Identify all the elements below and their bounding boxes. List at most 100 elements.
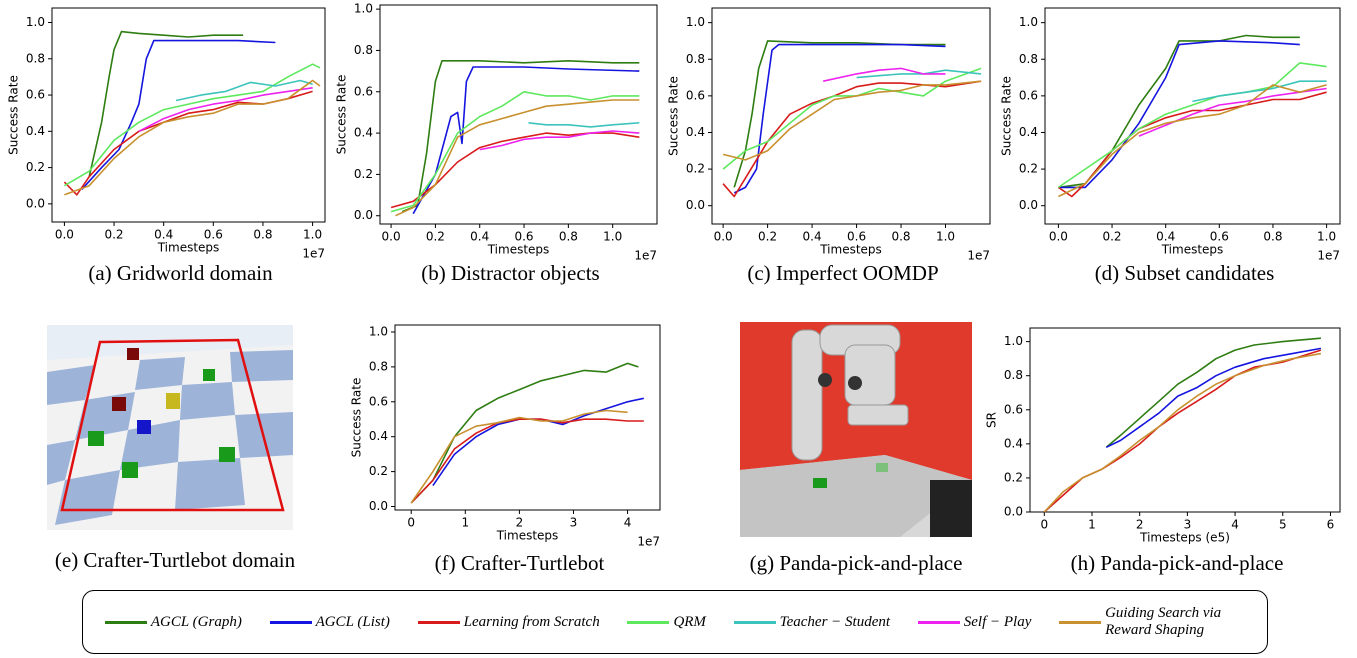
x-tick-label: 1.0 bbox=[936, 230, 955, 244]
y-tick-label: 0.0 bbox=[1004, 505, 1023, 519]
legend-label: AGCL (List) bbox=[315, 613, 390, 630]
x-tick-label: 2 bbox=[516, 516, 524, 530]
y-tick-label: 1.0 bbox=[26, 15, 45, 29]
caption: (e) Crafter-Turtlebot domain bbox=[55, 548, 296, 572]
legend-label: Teacher − Student bbox=[779, 613, 891, 630]
x-tick-label: 1 bbox=[461, 516, 469, 530]
legend-swatch bbox=[417, 620, 460, 624]
y-tick-label: 0.4 bbox=[26, 124, 45, 138]
x-tick-label: 0.2 bbox=[426, 230, 445, 244]
y-axis-label: SR bbox=[985, 412, 999, 428]
y-tick-label: 0.0 bbox=[26, 196, 45, 210]
x-tick-label: 0.2 bbox=[758, 230, 777, 244]
legend-swatch bbox=[627, 620, 670, 624]
y-tick-label: 1.0 bbox=[369, 324, 388, 338]
legend-label: AGCL (Graph) bbox=[150, 613, 242, 630]
y-tick-label: 0.0 bbox=[354, 208, 373, 222]
y-tick-label: 0.4 bbox=[1019, 125, 1038, 139]
series-line bbox=[81, 39, 276, 190]
legend-swatch bbox=[104, 620, 147, 624]
y-tick-label: 1.0 bbox=[1019, 15, 1038, 29]
crafter-turtlebot-image bbox=[47, 325, 293, 530]
y-tick-label: 0.2 bbox=[1004, 470, 1023, 484]
y-axis-label: Success Rate bbox=[7, 75, 21, 155]
legend-swatch bbox=[269, 620, 312, 624]
x-tick-label: 0.4 bbox=[803, 230, 822, 244]
series-line bbox=[722, 67, 982, 170]
x-tick-label: 0.6 bbox=[204, 228, 223, 242]
series-line bbox=[390, 91, 640, 213]
plot-frame bbox=[394, 324, 661, 511]
series-line bbox=[1043, 349, 1322, 513]
x-offset-label: 1e7 bbox=[637, 535, 660, 549]
series-line bbox=[823, 67, 946, 82]
y-tick-label: 0.2 bbox=[686, 162, 705, 176]
y-tick-label: 0.0 bbox=[369, 499, 388, 513]
y-tick-label: 0.0 bbox=[1019, 198, 1038, 212]
x-tick-label: 1.0 bbox=[303, 228, 322, 242]
legend: AGCL (Graph) AGCL (List) Learning from Scr… bbox=[82, 590, 1268, 654]
x-tick-label: 3 bbox=[1184, 518, 1192, 532]
series-line bbox=[401, 60, 640, 213]
series-line bbox=[1057, 62, 1327, 189]
y-tick-label: 0.6 bbox=[26, 88, 45, 102]
series-line bbox=[479, 130, 640, 151]
y-tick-label: 0.8 bbox=[686, 52, 705, 66]
x-tick-label: 1.0 bbox=[1317, 230, 1336, 244]
legend-item: Learning from Scratch bbox=[417, 614, 600, 631]
x-tick-label: 4 bbox=[624, 516, 632, 530]
legend-item: Guiding Search via Reward Shaping bbox=[1059, 605, 1245, 639]
x-offset-label: 1e7 bbox=[967, 249, 990, 263]
y-axis-label: Success Rate bbox=[335, 75, 349, 155]
y-tick-label: 0.4 bbox=[1004, 436, 1023, 450]
x-tick-label: 6 bbox=[1327, 518, 1335, 532]
series-line bbox=[1105, 347, 1322, 449]
x-tick-label: 0.4 bbox=[1156, 230, 1175, 244]
series-line bbox=[88, 30, 244, 177]
caption: (d) Subset candidates bbox=[1095, 261, 1275, 285]
x-tick-label: 1.0 bbox=[603, 230, 622, 244]
x-tick-label: 0 bbox=[1040, 518, 1048, 532]
y-tick-label: 0.8 bbox=[1019, 52, 1038, 66]
plot-frame bbox=[1044, 7, 1341, 225]
series-line bbox=[395, 99, 640, 217]
y-tick-label: 0.0 bbox=[686, 198, 705, 212]
legend-item: Self − Play bbox=[917, 613, 1032, 631]
series-line bbox=[1058, 40, 1300, 189]
series-line bbox=[63, 90, 313, 196]
series-line bbox=[722, 80, 982, 198]
y-tick-label: 1.0 bbox=[354, 2, 373, 16]
series-line bbox=[63, 63, 321, 187]
series-line bbox=[1057, 91, 1327, 198]
y-tick-label: 0.6 bbox=[1004, 402, 1023, 416]
caption: (h) Panda-pick-and-place bbox=[1071, 551, 1284, 575]
series-line bbox=[856, 69, 982, 79]
y-tick-label: 0.2 bbox=[354, 167, 373, 181]
series-line bbox=[1105, 337, 1321, 448]
x-tick-label: 0.8 bbox=[1263, 230, 1282, 244]
x-tick-label: 0.6 bbox=[1210, 230, 1229, 244]
x-tick-label: 0.0 bbox=[714, 230, 733, 244]
caption: (g) Panda-pick-and-place bbox=[750, 551, 963, 575]
legend-item: AGCL (Graph) bbox=[104, 613, 242, 631]
legend-item: AGCL (List) bbox=[269, 613, 390, 631]
x-offset-label: 1e7 bbox=[1317, 249, 1340, 263]
series-line bbox=[410, 409, 628, 504]
series-line bbox=[410, 418, 644, 504]
x-tick-label: 2 bbox=[1136, 518, 1144, 532]
series-line bbox=[722, 80, 982, 161]
x-tick-label: 0.0 bbox=[1049, 230, 1068, 244]
y-axis-label: Success Rate bbox=[350, 378, 364, 458]
legend-item: Teacher − Student bbox=[733, 613, 891, 631]
x-tick-label: 3 bbox=[570, 516, 578, 530]
series-line bbox=[1192, 80, 1327, 103]
y-tick-label: 0.4 bbox=[369, 429, 388, 443]
series-line bbox=[733, 40, 946, 188]
x-tick-label: 0.4 bbox=[154, 228, 173, 242]
x-tick-label: 0.8 bbox=[559, 230, 578, 244]
x-axis-label: Timesteps (e5) bbox=[1139, 531, 1230, 545]
x-tick-label: 0.6 bbox=[847, 230, 866, 244]
caption: (f) Crafter-Turtlebot bbox=[435, 551, 605, 575]
legend-label: Guiding Search via Reward Shaping bbox=[1105, 605, 1222, 638]
legend-label: Self − Play bbox=[963, 613, 1032, 630]
